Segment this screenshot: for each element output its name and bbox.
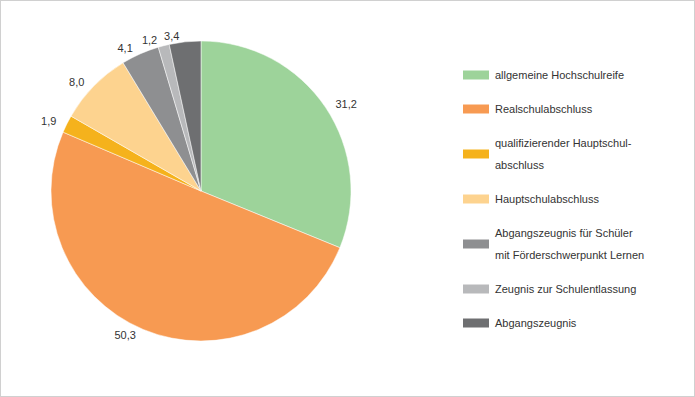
svg-text:Zeugnis zur Schulentlassung: Zeugnis zur Schulentlassung — [495, 283, 636, 295]
svg-text:mit Förderschwerpunkt Lernen: mit Förderschwerpunkt Lernen — [495, 249, 644, 261]
svg-text:31,2: 31,2 — [335, 98, 356, 110]
svg-text:50,3: 50,3 — [114, 329, 135, 341]
svg-text:allgemeine Hochschulreife: allgemeine Hochschulreife — [495, 69, 624, 81]
svg-text:abschluss: abschluss — [495, 159, 544, 171]
svg-text:8,0: 8,0 — [69, 76, 84, 88]
svg-text:1,2: 1,2 — [142, 34, 157, 46]
svg-text:Hauptschulabschluss: Hauptschulabschluss — [495, 193, 599, 205]
svg-text:qualifizierender Hauptschul-: qualifizierender Hauptschul- — [495, 137, 632, 149]
svg-text:Realschulabschluss: Realschulabschluss — [495, 103, 593, 115]
svg-text:1,9: 1,9 — [41, 115, 56, 127]
svg-text:3,4: 3,4 — [164, 30, 179, 42]
svg-text:Abgangszeugnis für Schüler: Abgangszeugnis für Schüler — [495, 227, 633, 239]
svg-text:4,1: 4,1 — [117, 42, 132, 54]
svg-text:Abgangszeugnis: Abgangszeugnis — [495, 317, 577, 329]
